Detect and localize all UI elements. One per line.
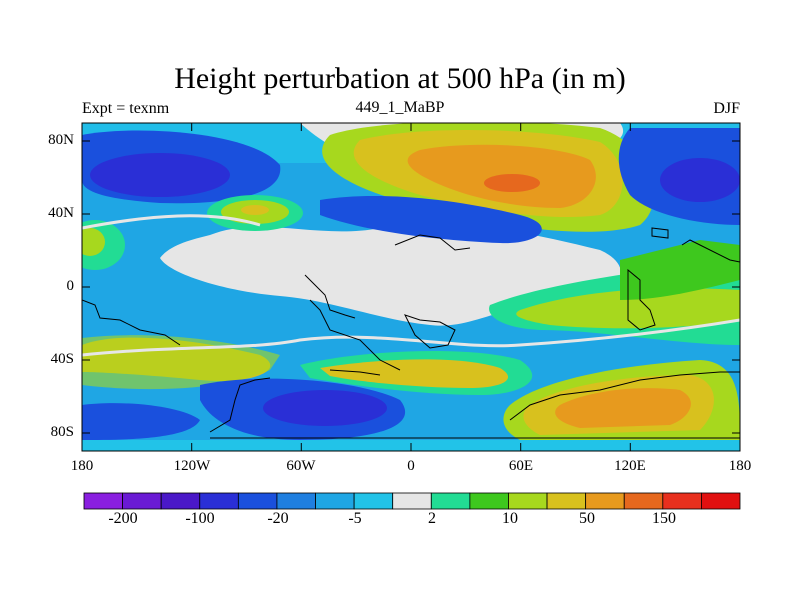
lon-label: 180 [70, 458, 94, 474]
lon-ticks [81, 123, 631, 451]
colorbar-swatch [508, 492, 548, 510]
colorbar-swatch [430, 492, 471, 510]
colorbar-swatch [83, 492, 123, 510]
lat-label: 40S [50, 351, 74, 367]
colorbar-swatch [585, 492, 625, 510]
colorbar-label: -100 [185, 510, 215, 527]
colorbar-swatch [353, 492, 394, 510]
colorbar-label: 50 [579, 510, 595, 527]
colorbar-label: -200 [108, 510, 138, 527]
colorbar-swatch [546, 492, 587, 510]
lon-label: 0 [407, 458, 415, 474]
colorbar-swatch [160, 492, 201, 510]
lat-label: 80S [50, 424, 74, 440]
colorbar-swatch [122, 492, 162, 510]
colorbar-swatch [469, 492, 509, 510]
lon-label: 180 [728, 458, 752, 474]
lat-ticks [82, 140, 740, 434]
lon-label: 60E [508, 458, 534, 474]
colorbar-label: -5 [348, 510, 362, 527]
case-label: 449_1_MaBP [355, 99, 445, 116]
lon-label: 60W [286, 458, 316, 474]
lon-label: 120W [173, 458, 211, 474]
colorbar-swatch [392, 492, 432, 510]
coastlines [82, 227, 740, 439]
lat-label: 40N [48, 205, 74, 221]
colorbar-swatch [701, 492, 741, 510]
contour-field [82, 123, 740, 451]
lat-label: 80N [48, 132, 74, 148]
colorbar-label: 150 [652, 510, 676, 527]
colorbar-swatch [199, 492, 239, 510]
colorbar-swatch [237, 492, 278, 510]
colorbar-swatch [662, 492, 702, 510]
colorbar-swatch [276, 492, 316, 510]
colorbar [83, 492, 741, 510]
lat-label: 0 [66, 278, 75, 294]
experiment-label: Expt = texnm [82, 100, 170, 117]
season-label: DJF [713, 100, 740, 117]
colorbar-label: -20 [267, 510, 289, 527]
colorbar-label: 2 [428, 510, 436, 527]
colorbar-swatch [315, 492, 355, 510]
plot-title: Height perturbation at 500 hPa (in m) [174, 62, 626, 95]
lon-label: 120E [614, 458, 646, 474]
colorbar-swatch [623, 492, 664, 510]
colorbar-label: 10 [502, 510, 518, 527]
